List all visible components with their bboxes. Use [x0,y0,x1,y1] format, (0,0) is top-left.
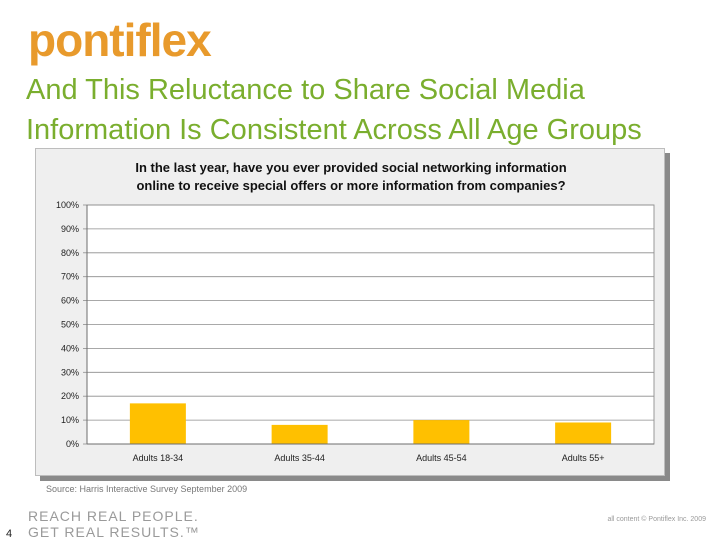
chart-frame: In the last year, have you ever provided… [35,148,665,476]
x-tick-label: Adults 55+ [562,453,605,463]
pontiflex-logo: pontiflex [28,14,212,66]
chart-title-line-2: online to receive special offers or more… [136,178,566,193]
headline-line-1: And This Reluctance to Share Social Medi… [26,74,585,106]
x-tick-label: Adults 35-44 [274,453,325,463]
tagline-line-1: REACH REAL PEOPLE. [28,508,199,524]
y-tick-label: 100% [56,200,79,210]
copyright-notice: all content © Pontiflex Inc. 2009 [607,516,706,523]
bar [271,424,328,444]
y-tick-label: 30% [61,367,79,377]
y-tick-label: 40% [61,343,79,353]
source-note: Source: Harris Interactive Survey Septem… [46,484,248,494]
bar [129,403,186,444]
y-tick-label: 90% [61,224,79,234]
headline-line-2: Information Is Consistent Across All Age… [26,114,642,146]
x-tick-label: Adults 45-54 [416,453,467,463]
y-tick-label: 50% [61,320,79,330]
chart-title-line-1: In the last year, have you ever provided… [135,160,567,175]
brand-tagline: REACH REAL PEOPLE. GET REAL RESULTS.™ [28,508,200,540]
bar [555,422,612,444]
tagline-line-2: GET REAL RESULTS.™ [28,524,200,540]
slide-headline: And This Reluctance to Share Social Medi… [26,70,726,150]
y-tick-label: 20% [61,391,79,401]
chart-title: In the last year, have you ever provided… [96,159,606,195]
page-number: 4 [6,528,13,540]
y-tick-label: 80% [61,248,79,258]
x-tick-label: Adults 18-34 [133,453,184,463]
y-tick-label: 60% [61,296,79,306]
y-tick-label: 70% [61,272,79,282]
bar [413,420,470,444]
bar-chart: 0% 10% 20% 30% 40% 50% 60% 70% 80% 90% 100% Adults … [56,200,655,463]
y-tick-label: 0% [66,439,79,449]
y-tick-label: 10% [61,415,79,425]
